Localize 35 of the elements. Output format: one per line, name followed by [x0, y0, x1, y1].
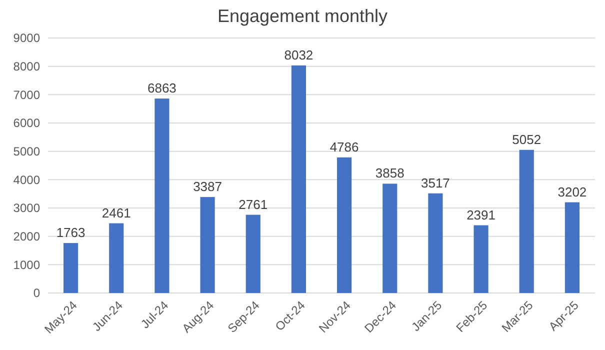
- bar: [154, 98, 170, 293]
- data-label: 3387: [193, 179, 222, 194]
- chart-title: Engagement monthly: [217, 6, 388, 26]
- data-label: 6863: [147, 80, 176, 96]
- y-tick-label: 6000: [13, 116, 40, 130]
- bar: [382, 184, 398, 293]
- bar: [474, 225, 488, 293]
- data-label: 1763: [56, 225, 86, 240]
- data-label: 2391: [466, 207, 496, 222]
- data-label: 3858: [375, 166, 404, 181]
- data-label: 4786: [330, 139, 359, 154]
- y-tick-label: 5000: [13, 144, 40, 159]
- bar: [564, 202, 580, 293]
- data-label: 8032: [284, 47, 314, 62]
- y-tick-label: 2000: [13, 230, 40, 244]
- y-tick-label: 3000: [13, 201, 40, 216]
- y-tick-label: 0: [33, 286, 40, 300]
- y-tick-label: 9000: [13, 31, 40, 46]
- y-tick-label: 8000: [13, 60, 40, 74]
- bar: [64, 243, 78, 293]
- data-label: 3202: [558, 184, 587, 200]
- bar: [109, 223, 124, 293]
- data-label: 5052: [512, 132, 542, 147]
- bar: [291, 65, 306, 293]
- bar: [337, 157, 352, 293]
- bar: [519, 150, 534, 293]
- y-tick-label: 4000: [13, 172, 40, 187]
- bar: [246, 214, 260, 293]
- y-tick-label: 1000: [13, 258, 40, 272]
- y-tick-label: 7000: [13, 88, 40, 102]
- data-label: 3517: [420, 175, 450, 190]
- bar: [428, 193, 443, 293]
- bar: [200, 197, 215, 293]
- data-label: 2761: [238, 196, 268, 212]
- data-label: 2461: [102, 205, 131, 220]
